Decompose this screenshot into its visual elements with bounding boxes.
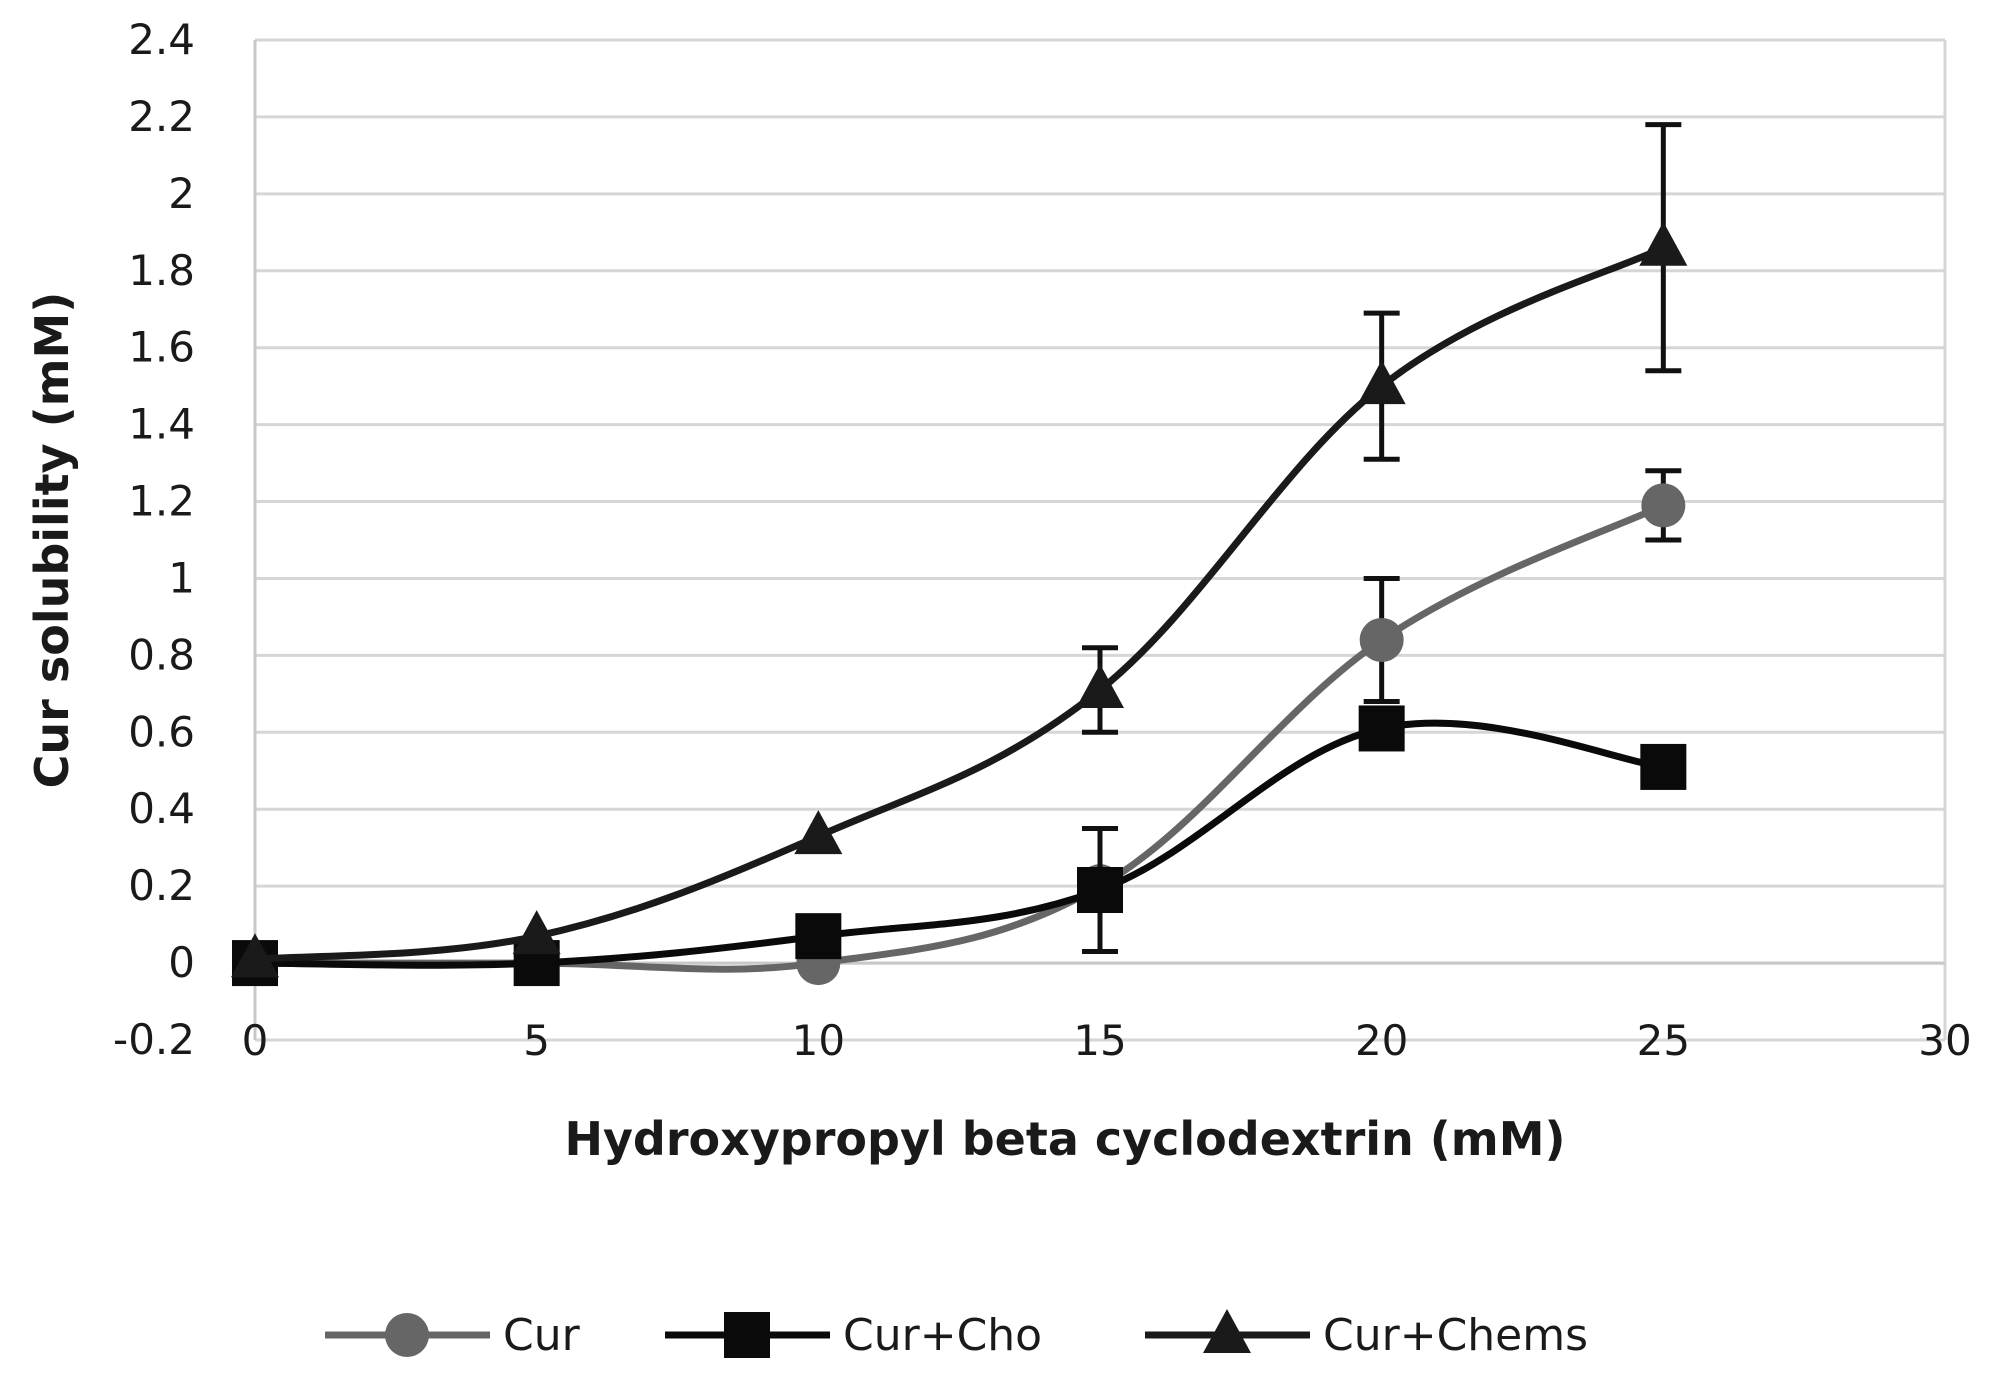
x-tick-labels: 0 5 10 15 20 25 30	[242, 1016, 1972, 1065]
legend-label: Cur+Cho	[843, 1310, 1042, 1361]
y-tick-label: 2	[168, 169, 195, 218]
series-line	[254, 719, 1664, 969]
data-point-square	[1358, 705, 1405, 752]
legend-item: Cur+Chems	[1145, 1309, 1588, 1361]
series-line	[255, 502, 1665, 973]
y-tick-labels: -0.2 0 0.2 0.4 0.6 0.8 1 1.2 1.4 1.6 1.8 2 2.2 2.4	[113, 15, 195, 1064]
y-tick-label: 0.2	[128, 861, 195, 910]
legend-label: Cur	[503, 1310, 581, 1361]
x-tick-label: 20	[1355, 1016, 1408, 1065]
y-tick-label: 0.4	[128, 784, 195, 833]
y-tick-label: 1.8	[128, 246, 195, 295]
x-tick-label: 5	[523, 1016, 550, 1065]
y-tick-label: 0	[168, 938, 195, 987]
y-axis-title: Cur solubility (mM)	[25, 292, 79, 789]
data-point-triangle	[1357, 360, 1406, 405]
legend-item: Cur+Cho	[665, 1310, 1042, 1361]
x-tick-label: 15	[1073, 1016, 1126, 1065]
data-point-square	[1077, 867, 1123, 913]
data-point-triangle	[231, 933, 279, 978]
x-tick-label: 0	[242, 1016, 269, 1065]
y-tick-label: 2.2	[128, 92, 195, 141]
data-point-triangle	[1639, 221, 1688, 266]
series-cur-plus-chems	[231, 122, 1688, 978]
y-tick-label: 1.4	[128, 400, 195, 449]
y-tick-label: 1	[168, 553, 195, 602]
x-tick-label: 25	[1637, 1016, 1690, 1065]
y-tick-label: 1.6	[128, 323, 195, 372]
data-point-square	[795, 913, 842, 960]
series	[231, 122, 1688, 987]
y-tick-label: 2.4	[128, 15, 195, 64]
series-line	[254, 244, 1665, 963]
data-point-triangle	[794, 810, 843, 855]
legend-marker-circle	[385, 1313, 429, 1357]
data-point-triangle	[512, 910, 561, 955]
data-point-triangle	[1076, 664, 1124, 708]
y-tick-label: 1.2	[128, 477, 195, 526]
x-tick-label: 10	[792, 1016, 845, 1065]
legend: Cur Cur+Cho Cur+Chems	[325, 1309, 1588, 1361]
data-point-circle	[1359, 618, 1404, 662]
y-tick-label: -0.2	[113, 1015, 195, 1064]
x-axis-title: Hydroxypropyl beta cyclodextrin (mM)	[564, 1112, 1565, 1166]
y-tick-label: 0.8	[128, 630, 195, 679]
legend-label: Cur+Chems	[1323, 1310, 1588, 1361]
legend-marker-square	[724, 1312, 770, 1358]
legend-item: Cur	[325, 1310, 581, 1361]
legend-marker-triangle	[1203, 1309, 1251, 1353]
x-tick-label: 30	[1918, 1016, 1971, 1065]
y-tick-label: 0.6	[128, 707, 195, 756]
data-point-circle	[1641, 483, 1686, 528]
data-point-square	[1640, 743, 1687, 790]
